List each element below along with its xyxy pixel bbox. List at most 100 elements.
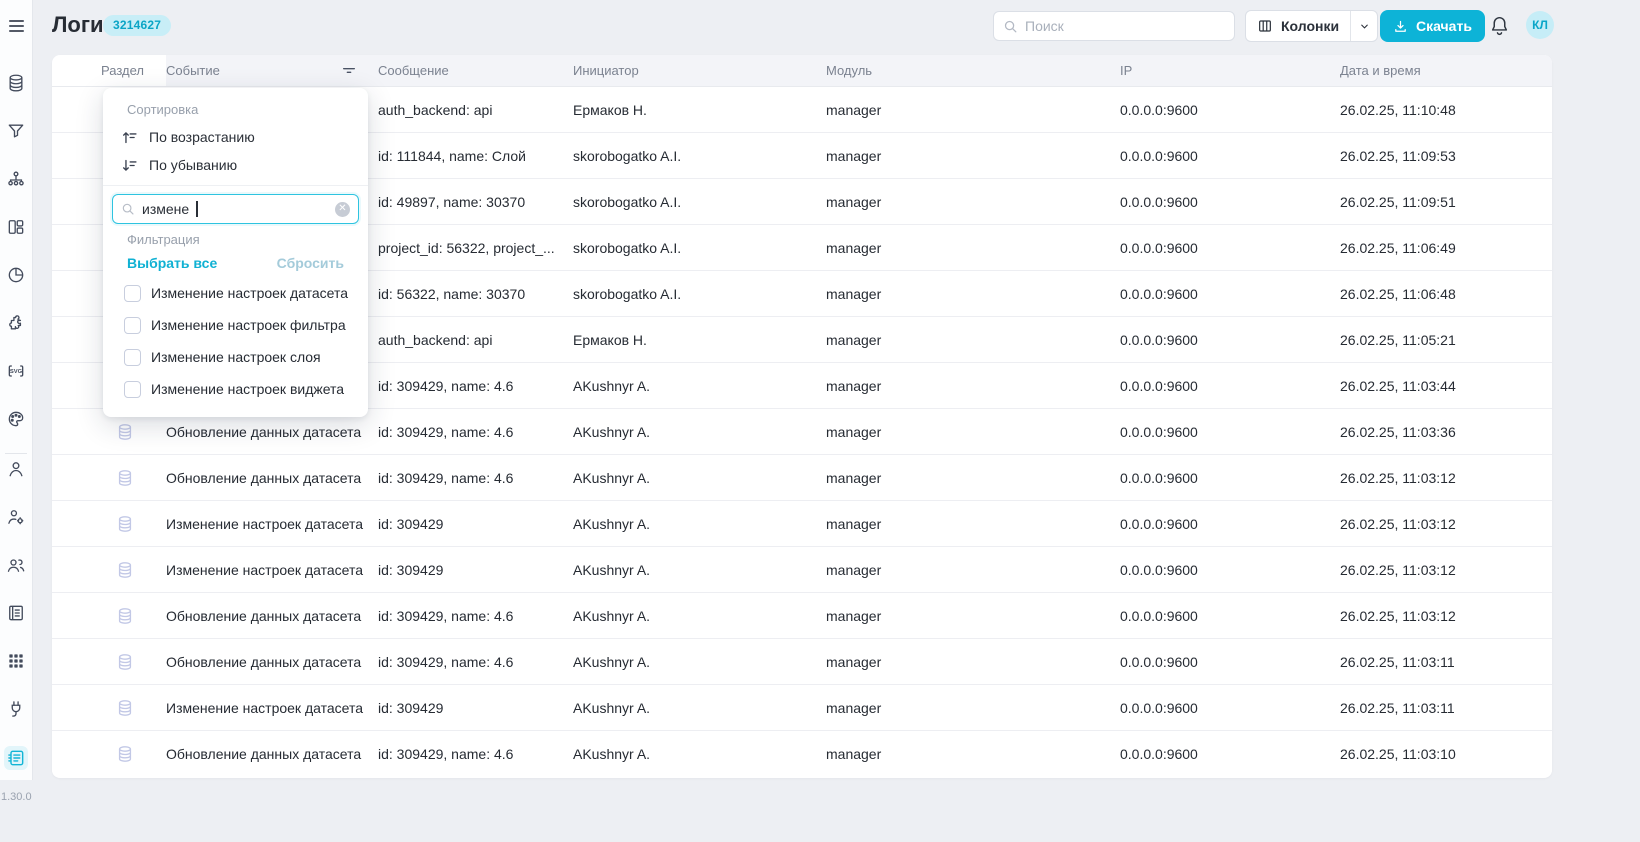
cell-initiator: skorobogatko A.I. [573, 239, 682, 256]
cell-section [52, 455, 166, 500]
checkbox-unchecked[interactable] [124, 380, 141, 398]
cell-ip: 0.0.0.0:9600 [1120, 101, 1198, 118]
cell-module: manager [826, 377, 882, 394]
book-icon [6, 603, 26, 623]
column-header-message[interactable]: Сообщение [378, 63, 449, 78]
select-all-link[interactable]: Выбрать все [127, 255, 218, 271]
sidebar-item-logs[interactable] [4, 746, 28, 770]
cell-ip: 0.0.0.0:9600 [1120, 423, 1198, 440]
sidebar-item-users[interactable] [5, 554, 27, 576]
cell-ip: 0.0.0.0:9600 [1120, 193, 1198, 210]
avatar[interactable]: КЛ [1526, 11, 1554, 39]
table-row[interactable]: Обновление данных датасета id: 309429, n… [52, 455, 1552, 501]
cell-initiator: AKushnyr A. [573, 423, 651, 440]
column-header-event[interactable]: Событие [166, 55, 378, 86]
sidebar-item-filters[interactable] [5, 120, 27, 142]
sidebar-item-apps[interactable] [5, 650, 27, 672]
cell-module: manager [826, 423, 882, 440]
cell-ip: 0.0.0.0:9600 [1120, 607, 1198, 624]
sidebar-item-svg-assets[interactable]: SVG [5, 360, 27, 382]
filter-option[interactable]: Изменение настроек фильтра [103, 309, 368, 341]
menu-toggle-icon[interactable] [6, 16, 27, 36]
columns-icon [1257, 18, 1273, 34]
dataset-database-icon [115, 652, 135, 672]
cell-section [52, 409, 166, 454]
sort-descending-item[interactable]: По убыванию [103, 151, 368, 179]
sidebar-item-plugins[interactable] [5, 312, 27, 334]
clear-search-icon[interactable]: ✕ [335, 201, 350, 217]
cell-module: manager [826, 515, 882, 532]
checkbox-unchecked[interactable] [124, 348, 141, 366]
checkbox-unchecked[interactable] [124, 284, 141, 302]
sidebar-item-connections[interactable] [5, 698, 27, 720]
search-input[interactable] [1025, 18, 1225, 34]
sort-descending-icon [121, 157, 138, 174]
dataset-database-icon [115, 698, 135, 718]
reset-link[interactable]: Сбросить [276, 255, 344, 271]
filter-option[interactable]: Изменение настроек слоя [103, 341, 368, 373]
sort-ascending-item[interactable]: По возрастанию [103, 123, 368, 151]
table-row[interactable]: Изменение настроек датасета id: 309429 A… [52, 547, 1552, 593]
cell-ip: 0.0.0.0:9600 [1120, 561, 1198, 578]
cell-message: id: 309429 [378, 699, 444, 716]
event-filter-icon[interactable] [341, 63, 357, 79]
cell-datetime: 26.02.25, 11:03:11 [1340, 653, 1455, 670]
sidebar-group-bottom [0, 458, 32, 770]
cell-module: manager [826, 607, 882, 624]
table-row[interactable]: Обновление данных датасета id: 309429, n… [52, 409, 1552, 455]
event-filter-search-input[interactable]: измене ✕ [112, 194, 359, 224]
logs-icon [6, 748, 26, 768]
columns-button-main[interactable]: Колонки [1246, 11, 1350, 41]
cell-message: id: 111844, name: Слой [378, 147, 526, 164]
user-settings-icon [6, 507, 26, 527]
table-row[interactable]: Обновление данных датасета id: 309429, n… [52, 639, 1552, 685]
sidebar-group-top: SVG [0, 72, 32, 430]
sidebar-item-charts[interactable] [5, 264, 27, 286]
cell-section [52, 593, 166, 638]
table-row[interactable]: Обновление данных датасета id: 309429, n… [52, 731, 1552, 777]
column-header-initiator[interactable]: Инициатор [573, 63, 639, 78]
cell-event: Изменение настроек датасета [166, 561, 363, 578]
filter-option[interactable]: Изменение настроек датасета [103, 277, 368, 309]
event-column-popover: Сортировка По возрастанию По убыванию из… [103, 88, 368, 417]
search-icon [1003, 19, 1018, 34]
filter-section-label: Фильтрация [127, 232, 200, 247]
columns-button[interactable]: Колонки [1245, 10, 1379, 42]
download-button[interactable]: Скачать [1380, 10, 1485, 42]
column-header-module[interactable]: Модуль [826, 63, 873, 78]
cell-module: manager [826, 561, 882, 578]
sidebar-item-datasets[interactable] [5, 72, 27, 94]
cell-message: id: 309429, name: 4.6 [378, 653, 514, 670]
table-row[interactable]: Изменение настроек датасета id: 309429 A… [52, 501, 1552, 547]
sidebar-item-dashboards[interactable] [5, 216, 27, 238]
sidebar-item-themes[interactable] [5, 408, 27, 430]
sidebar-item-flows[interactable] [5, 168, 27, 190]
cell-datetime: 26.02.25, 11:03:11 [1340, 699, 1455, 716]
cell-initiator: AKushnyr A. [573, 561, 651, 578]
plug-icon [6, 699, 26, 719]
global-search[interactable] [993, 11, 1235, 41]
sidebar-item-profile[interactable] [5, 458, 27, 480]
notifications-bell-icon[interactable] [1489, 14, 1510, 38]
column-header-datetime[interactable]: Дата и время [1340, 63, 1421, 78]
sidebar-item-journal[interactable] [5, 602, 27, 624]
columns-dropdown-toggle[interactable] [1350, 11, 1377, 41]
sidebar-item-user-settings[interactable] [5, 506, 27, 528]
column-header-ip[interactable]: IP [1120, 63, 1133, 78]
table-row[interactable]: Изменение настроек датасета id: 309429 A… [52, 685, 1552, 731]
cell-message: id: 309429, name: 4.6 [378, 607, 514, 624]
cell-initiator: AKushnyr A. [573, 653, 651, 670]
cell-ip: 0.0.0.0:9600 [1120, 746, 1198, 762]
svg-icon: SVG [6, 361, 26, 381]
column-header-section[interactable]: Раздел [52, 55, 166, 86]
cell-ip: 0.0.0.0:9600 [1120, 331, 1198, 348]
cell-datetime: 26.02.25, 11:10:48 [1340, 101, 1456, 118]
cell-message: id: 56322, name: 30370 [378, 285, 526, 302]
cell-ip: 0.0.0.0:9600 [1120, 147, 1198, 164]
table-row[interactable]: Обновление данных датасета id: 309429, n… [52, 593, 1552, 639]
checkbox-unchecked[interactable] [124, 316, 141, 334]
filter-option[interactable]: Изменение настроек виджета [103, 373, 368, 405]
cell-module: manager [826, 699, 882, 716]
event-filter-search-value: измене [142, 201, 190, 217]
